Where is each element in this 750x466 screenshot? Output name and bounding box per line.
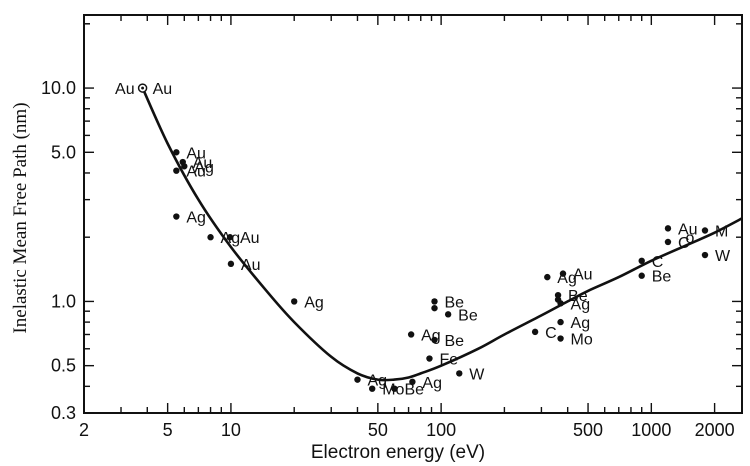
plot-border [83,14,743,414]
data-point [431,304,438,312]
x-tick-label: 500 [573,420,603,440]
data-point [207,234,214,241]
point-label: Be [652,269,672,286]
point-label: Ag [186,210,206,227]
point-label: Be [404,382,424,399]
data-point [226,234,234,241]
y-tick-label: 0.5 [51,356,76,376]
y-tick-label: 1.0 [51,291,76,311]
point-label: Au [186,145,206,162]
x-tick-label: 2000 [695,420,735,440]
data-point [531,328,539,336]
data-point [559,270,567,277]
universal-curve [141,87,743,382]
point-label: Au [240,230,260,247]
point-label: Fe [439,352,458,369]
data-point [173,149,180,156]
point-label-extra: o [686,230,695,247]
x-tick-label: 5 [163,420,173,440]
point-label: C [678,235,690,252]
data-point [557,300,564,307]
data-point [664,225,672,232]
data-point [444,311,452,318]
x-tick-label: 10 [221,420,241,440]
point-label: Au [573,267,593,284]
point-label: Be [445,294,465,311]
point-label: W [469,366,485,383]
data-point [431,298,438,305]
point-label: Be [445,333,465,350]
point-label: M [715,224,728,241]
y-tick-label: 5.0 [51,142,76,162]
data-point [291,298,298,305]
point-label: C [545,325,557,342]
point-label: Ag [422,375,442,392]
data-point [426,355,433,362]
point-label: Ag [421,327,441,344]
data-point [369,385,376,392]
point-label: W [715,248,731,265]
x-tick-label: 2 [79,420,89,440]
data-point [354,376,361,383]
point-label: Ag [304,294,324,311]
data-point [227,260,235,268]
point-label: Mo [571,332,593,349]
data-point [181,163,188,170]
y-axis-title: Inelastic Mean Free Path (nm) [10,102,31,333]
data-point [557,335,564,342]
point-label: Au [153,81,173,98]
data-point [391,385,398,392]
data-point [557,318,564,326]
point-label: Ag [221,230,241,247]
x-tick-label: 100 [426,420,456,440]
y-tick-label: 0.3 [51,403,76,423]
point-label: Be [568,288,588,305]
point-label: Au [193,155,213,172]
y-axis-tick-labels: 0.3 0.5 1.0 5.0 10.0 [41,78,76,423]
data-point [638,257,645,265]
data-point [409,378,416,386]
data-point [701,251,709,259]
point-label: Be [458,307,478,324]
point-label: C [652,254,664,271]
point-label: Ag [194,159,214,176]
data-point [456,370,463,377]
data-point-center [141,86,144,90]
x-tick-label: 50 [368,420,388,440]
data-point [638,272,645,279]
x-axis-tick-labels: 2 5 10 50 100 500 1000 2000 [79,420,735,440]
point-label: Au [186,164,206,181]
data-point [173,213,180,220]
data-point [554,291,562,299]
point-label-extra: Au [115,81,135,98]
data-point [173,167,180,174]
point-label: Au [241,257,261,274]
point-label: Ag [571,296,591,313]
data-point [544,273,551,281]
y-tick-label: 10.0 [41,78,76,98]
x-axis-title: Electron energy (eV) [311,442,485,463]
data-points [137,83,709,392]
plot-frame [83,14,743,414]
data-point [664,238,672,246]
point-label: Ag [571,315,591,332]
x-axis-ticks [83,15,716,413]
point-label: Ag [367,373,387,390]
y-axis-ticks [84,23,742,414]
point-label: Au [678,221,698,238]
point-label: Mo [382,382,404,399]
data-point [701,227,709,234]
point-label: Ag [557,270,577,287]
x-tick-label: 1000 [631,420,671,440]
data-point [431,336,438,344]
data-point [407,331,415,338]
